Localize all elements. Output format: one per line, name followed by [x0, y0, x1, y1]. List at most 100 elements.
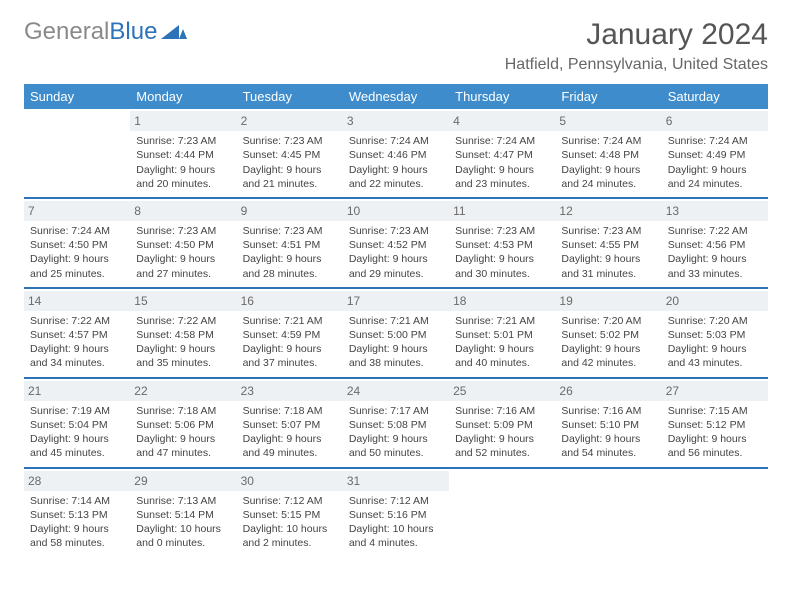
brand-part1: General — [24, 18, 109, 46]
day-cell: 3 Sunrise: 7:24 AMSunset: 4:46 PMDaylight… — [343, 109, 449, 198]
sunset-text: Sunset: 5:14 PM — [136, 508, 230, 522]
day-number: 23 — [237, 381, 343, 401]
day-cell: 6Sunrise: 7:24 AMSunset: 4:49 PMDaylight… — [662, 109, 768, 198]
sunrise-text: Sunrise: 7:18 AM — [243, 404, 337, 418]
sunset-text: Sunset: 4:57 PM — [30, 328, 124, 342]
sunset-text: Sunset: 5:16 PM — [349, 508, 443, 522]
daylight-text: Daylight: 9 hours and 37 minutes. — [243, 342, 337, 370]
day-number: 12 — [555, 201, 661, 221]
day-number: 21 — [24, 381, 130, 401]
day-cell: 30Sunrise: 7:12 AMSunset: 5:15 PMDayligh… — [237, 469, 343, 557]
day-number: 16 — [237, 291, 343, 311]
day-cell: 31Sunrise: 7:12 AMSunset: 5:16 PMDayligh… — [343, 469, 449, 557]
daylight-text: Daylight: 9 hours and 20 minutes. — [136, 163, 230, 191]
sunrise-text: Sunrise: 7:23 AM — [349, 224, 443, 238]
weekday-header: Monday — [130, 84, 236, 109]
sunset-text: Sunset: 4:46 PM — [349, 148, 443, 162]
sunrise-text: Sunrise: 7:24 AM — [455, 134, 549, 148]
day-cell: 25Sunrise: 7:16 AMSunset: 5:09 PMDayligh… — [449, 379, 555, 468]
daylight-text: Daylight: 9 hours and 56 minutes. — [668, 432, 762, 460]
day-number: 3 — [343, 111, 449, 131]
sunset-text: Sunset: 5:15 PM — [243, 508, 337, 522]
sunrise-text: Sunrise: 7:21 AM — [455, 314, 549, 328]
day-cell: 1Sunrise: 7:23 AMSunset: 4:44 PMDaylight… — [130, 109, 236, 198]
daylight-text: Daylight: 9 hours and 35 minutes. — [136, 342, 230, 370]
day-number: 11 — [449, 201, 555, 221]
sunrise-text: Sunrise: 7:23 AM — [561, 224, 655, 238]
daylight-text: Daylight: 9 hours and 50 minutes. — [349, 432, 443, 460]
day-number: 13 — [662, 201, 768, 221]
daylight-text: Daylight: 9 hours and 34 minutes. — [30, 342, 124, 370]
sunrise-text: Sunrise: 7:22 AM — [136, 314, 230, 328]
sunrise-text: Sunrise: 7:23 AM — [455, 224, 549, 238]
day-number: 24 — [343, 381, 449, 401]
day-cell: 17Sunrise: 7:21 AMSunset: 5:00 PMDayligh… — [343, 289, 449, 378]
day-number: 20 — [662, 291, 768, 311]
sunrise-text: Sunrise: 7:15 AM — [668, 404, 762, 418]
month-title: January 2024 — [505, 18, 768, 52]
day-cell: 13Sunrise: 7:22 AMSunset: 4:56 PMDayligh… — [662, 199, 768, 288]
empty-cell: . — [662, 469, 768, 557]
day-number: 17 — [343, 291, 449, 311]
day-cell: 23Sunrise: 7:18 AMSunset: 5:07 PMDayligh… — [237, 379, 343, 468]
daylight-text: Daylight: 9 hours and 21 minutes. — [243, 163, 337, 191]
sunrise-text: Sunrise: 7:12 AM — [243, 494, 337, 508]
sunset-text: Sunset: 4:45 PM — [243, 148, 337, 162]
day-cell: 11 Sunrise: 7:23 AMSunset: 4:53 PMDayligh… — [449, 199, 555, 288]
daylight-text: Daylight: 9 hours and 24 minutes. — [561, 163, 655, 191]
sunrise-text: Sunrise: 7:24 AM — [349, 134, 443, 148]
sunrise-text: Sunrise: 7:23 AM — [136, 224, 230, 238]
daylight-text: Daylight: 9 hours and 33 minutes. — [668, 252, 762, 280]
sunrise-text: Sunrise: 7:21 AM — [349, 314, 443, 328]
sunrise-text: Sunrise: 7:23 AM — [136, 134, 230, 148]
daylight-text: Daylight: 9 hours and 30 minutes. — [455, 252, 549, 280]
weekday-header: Friday — [555, 84, 661, 109]
brand-mark-icon — [161, 18, 187, 46]
daylight-text: Daylight: 9 hours and 47 minutes. — [136, 432, 230, 460]
sunrise-text: Sunrise: 7:16 AM — [455, 404, 549, 418]
daylight-text: Daylight: 9 hours and 22 minutes. — [349, 163, 443, 191]
day-cell: 16Sunrise: 7:21 AMSunset: 4:59 PMDayligh… — [237, 289, 343, 378]
sunrise-text: Sunrise: 7:12 AM — [349, 494, 443, 508]
daylight-text: Daylight: 10 hours and 0 minutes. — [136, 522, 230, 550]
sunrise-text: Sunrise: 7:23 AM — [243, 134, 337, 148]
week-row: 14Sunrise: 7:22 AMSunset: 4:57 PMDayligh… — [24, 289, 768, 378]
day-cell: 19Sunrise: 7:20 AMSunset: 5:02 PMDayligh… — [555, 289, 661, 378]
sunset-text: Sunset: 5:08 PM — [349, 418, 443, 432]
day-cell: 14Sunrise: 7:22 AMSunset: 4:57 PMDayligh… — [24, 289, 130, 378]
daylight-text: Daylight: 9 hours and 27 minutes. — [136, 252, 230, 280]
sunrise-text: Sunrise: 7:22 AM — [668, 224, 762, 238]
sunset-text: Sunset: 5:12 PM — [668, 418, 762, 432]
brand-part2: Blue — [109, 18, 157, 46]
sunset-text: Sunset: 5:10 PM — [561, 418, 655, 432]
weekday-header: Thursday — [449, 84, 555, 109]
sunrise-text: Sunrise: 7:14 AM — [30, 494, 124, 508]
sunset-text: Sunset: 4:49 PM — [668, 148, 762, 162]
daylight-text: Daylight: 9 hours and 45 minutes. — [30, 432, 124, 460]
day-number: 10 — [343, 201, 449, 221]
day-cell: 4Sunrise: 7:24 AMSunset: 4:47 PMDaylight… — [449, 109, 555, 198]
day-cell: 27Sunrise: 7:15 AMSunset: 5:12 PMDayligh… — [662, 379, 768, 468]
day-number: 26 — [555, 381, 661, 401]
day-cell: 20Sunrise: 7:20 AMSunset: 5:03 PMDayligh… — [662, 289, 768, 378]
day-number: 29 — [130, 471, 236, 491]
day-number: 5 — [555, 111, 661, 131]
sunset-text: Sunset: 4:59 PM — [243, 328, 337, 342]
sunset-text: Sunset: 4:44 PM — [136, 148, 230, 162]
daylight-text: Daylight: 10 hours and 2 minutes. — [243, 522, 337, 550]
daylight-text: Daylight: 9 hours and 58 minutes. — [30, 522, 124, 550]
daylight-text: Daylight: 9 hours and 23 minutes. — [455, 163, 549, 191]
sunset-text: Sunset: 5:06 PM — [136, 418, 230, 432]
day-number: 19 — [555, 291, 661, 311]
daylight-text: Daylight: 9 hours and 52 minutes. — [455, 432, 549, 460]
brand-logo: GeneralBlue — [24, 18, 187, 46]
day-cell: 8Sunrise: 7:23 AMSunset: 4:50 PMDaylight… — [130, 199, 236, 288]
sunset-text: Sunset: 4:55 PM — [561, 238, 655, 252]
sunset-text: Sunset: 5:03 PM — [668, 328, 762, 342]
sunset-text: Sunset: 4:53 PM — [455, 238, 549, 252]
empty-cell: . — [449, 469, 555, 557]
sunset-text: Sunset: 4:50 PM — [30, 238, 124, 252]
calendar-table: SundayMondayTuesdayWednesdayThursdayFrid… — [24, 84, 768, 556]
sunrise-text: Sunrise: 7:24 AM — [561, 134, 655, 148]
location-text: Hatfield, Pennsylvania, United States — [505, 56, 768, 74]
